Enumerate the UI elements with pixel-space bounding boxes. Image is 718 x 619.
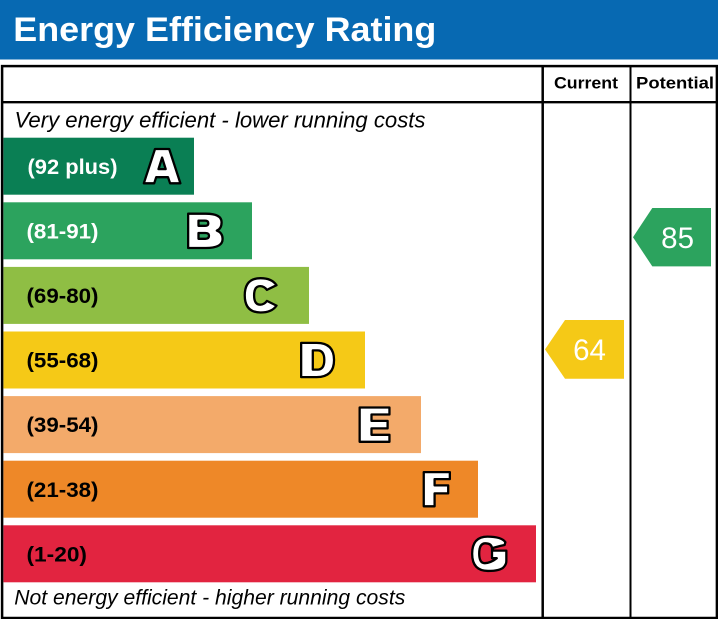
svg-text:Current: Current	[554, 74, 618, 93]
svg-text:(21-38): (21-38)	[27, 479, 99, 502]
svg-text:Not energy efficient - higher: Not energy efficient - higher running co…	[14, 587, 405, 610]
svg-text:Energy Efficiency Rating: Energy Efficiency Rating	[13, 11, 436, 49]
svg-text:Potential: Potential	[636, 74, 714, 93]
svg-text:(69-80): (69-80)	[27, 285, 99, 308]
svg-text:(55-68): (55-68)	[27, 350, 99, 373]
svg-text:Very energy efficient - lower: Very energy efficient - lower running co…	[15, 107, 426, 132]
svg-text:85: 85	[661, 222, 694, 255]
svg-text:(39-54): (39-54)	[27, 414, 99, 437]
svg-text:(92 plus): (92 plus)	[28, 156, 118, 179]
svg-text:64: 64	[573, 334, 606, 367]
svg-text:(81-91): (81-91)	[27, 220, 99, 243]
svg-text:(1-20): (1-20)	[27, 543, 88, 566]
